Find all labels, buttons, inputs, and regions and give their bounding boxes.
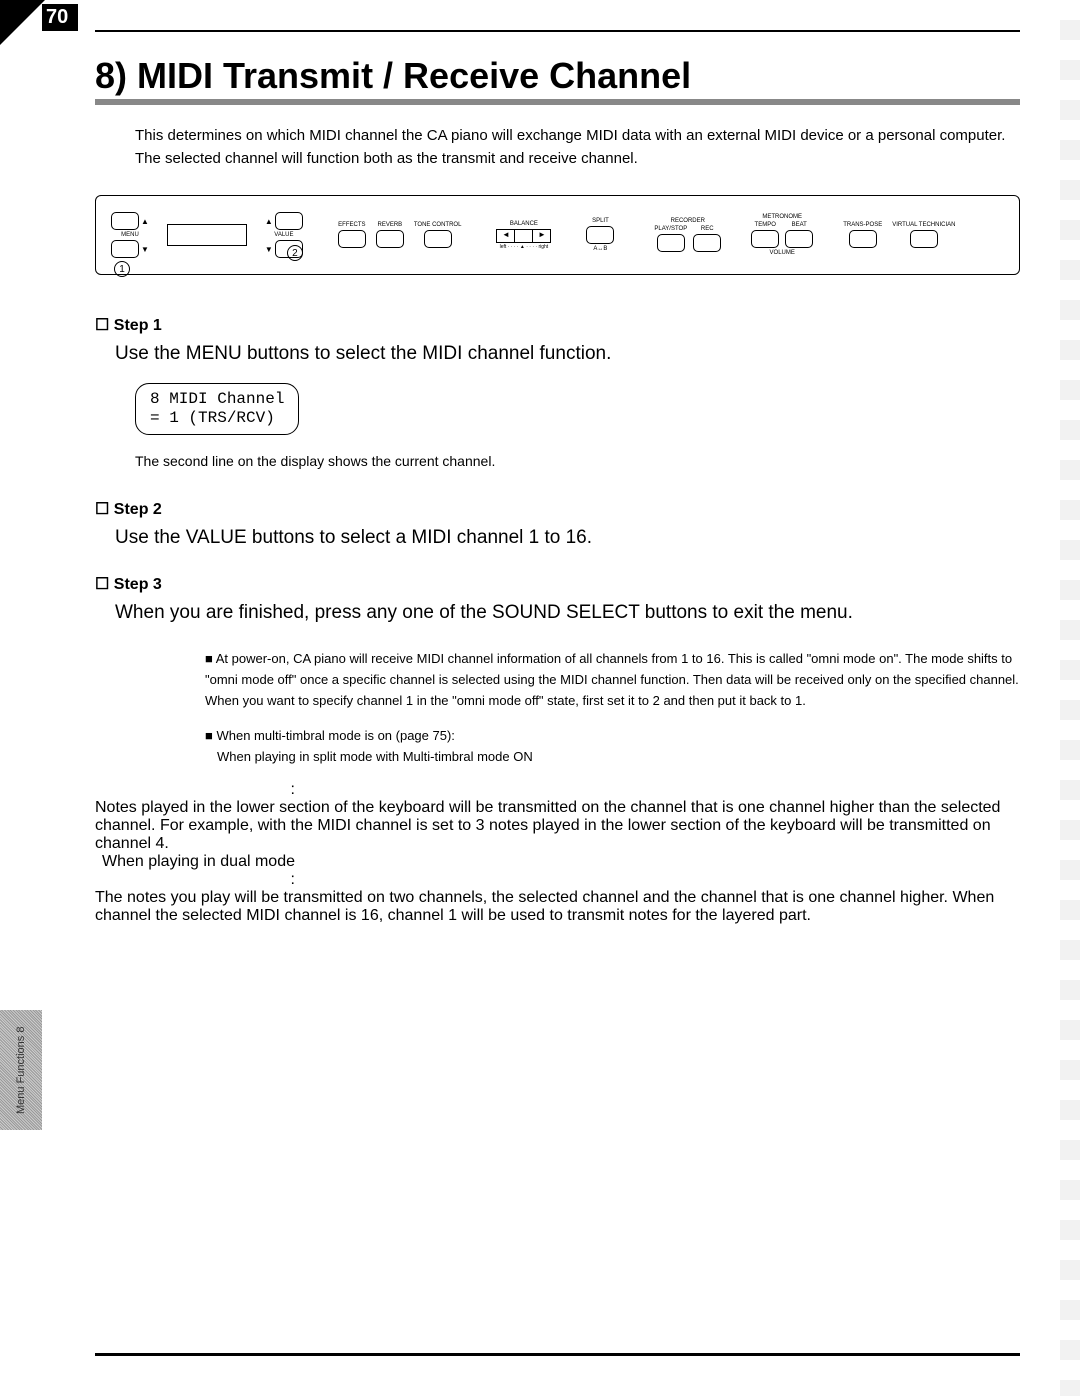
- top-rule: [95, 30, 1020, 32]
- split-button: SPLITA↔B: [586, 218, 614, 252]
- scan-edge: [1060, 0, 1080, 1396]
- step-3: Step 3 When you are finished, press any …: [95, 574, 1020, 624]
- tone-control-button: TONE CONTROL: [414, 222, 462, 248]
- step-3-header: Step 3: [95, 574, 1020, 594]
- step-1-note: The second line on the display shows the…: [135, 453, 1020, 469]
- split-mode-label: :: [95, 781, 315, 799]
- step-2: Step 2 Use the VALUE buttons to select a…: [95, 499, 1020, 549]
- lcd-display: 8 MIDI Channel = 1 (TRS/RCV): [135, 383, 299, 435]
- dual-mode-text: The notes you play will be transmitted o…: [95, 889, 1020, 925]
- balance-group: BALANCE ◄► left · · · · ▲ · · · · right: [496, 221, 551, 250]
- split-mode-row: : Notes played in the lower section of t…: [95, 781, 1020, 853]
- panel-display-blank: [167, 224, 247, 246]
- menu-buttons: ▲ MENU ▼ 1: [111, 212, 149, 258]
- step-1: Step 1 Use the MENU buttons to select th…: [95, 315, 1020, 469]
- dual-mode-row: When playing in dual mode : The notes yo…: [95, 853, 1020, 925]
- page-number: 70: [42, 4, 78, 31]
- recorder-group: RECORDER PLAY/STOP REC: [654, 218, 721, 252]
- lcd-line-2: = 1 (TRS/RCV): [150, 409, 284, 428]
- effects-button: EFFECTS: [338, 222, 366, 248]
- metronome-group: METRONOME TEMPO BEAT VOLUME: [751, 214, 813, 256]
- step-1-header: Step 1: [95, 315, 1020, 335]
- control-panel-diagram: ▲ MENU ▼ 1 ▲ VALUE ▼ 2 EFFECTS REVERB TO…: [95, 195, 1020, 275]
- reverb-button: REVERB: [376, 222, 404, 248]
- lcd-line-1: 8 MIDI Channel: [150, 390, 284, 409]
- side-tab: Menu Functions 8: [0, 1010, 42, 1130]
- content-area: 8) MIDI Transmit / Receive Channel This …: [0, 0, 1080, 925]
- step-1-text: Use the MENU buttons to select the MIDI …: [115, 343, 1020, 365]
- dual-mode-label: When playing in dual mode :: [95, 853, 315, 889]
- omni-note: ■ At power-on, CA piano will receive MID…: [205, 649, 1020, 711]
- bottom-rule: [95, 1353, 1020, 1356]
- intro-text: This determines on which MIDI channel th…: [135, 125, 1020, 170]
- callout-2: 2: [287, 245, 303, 261]
- callout-1: 1: [114, 261, 130, 277]
- value-buttons: ▲ VALUE ▼ 2: [265, 212, 303, 258]
- split-mode-text: Notes played in the lower section of the…: [95, 799, 1020, 853]
- transpose-button: TRANS-POSE: [843, 222, 882, 248]
- step-2-text: Use the VALUE buttons to select a MIDI c…: [115, 527, 1020, 549]
- multi-timbral-note: ■ When multi-timbral mode is on (page 75…: [205, 726, 1020, 768]
- step-3-text: When you are finished, press any one of …: [115, 602, 1020, 624]
- page-corner: [0, 0, 45, 45]
- page-title: 8) MIDI Transmit / Receive Channel: [95, 55, 1020, 105]
- virtual-tech-button: VIRTUAL TECHNICIAN: [892, 222, 955, 248]
- step-2-header: Step 2: [95, 499, 1020, 519]
